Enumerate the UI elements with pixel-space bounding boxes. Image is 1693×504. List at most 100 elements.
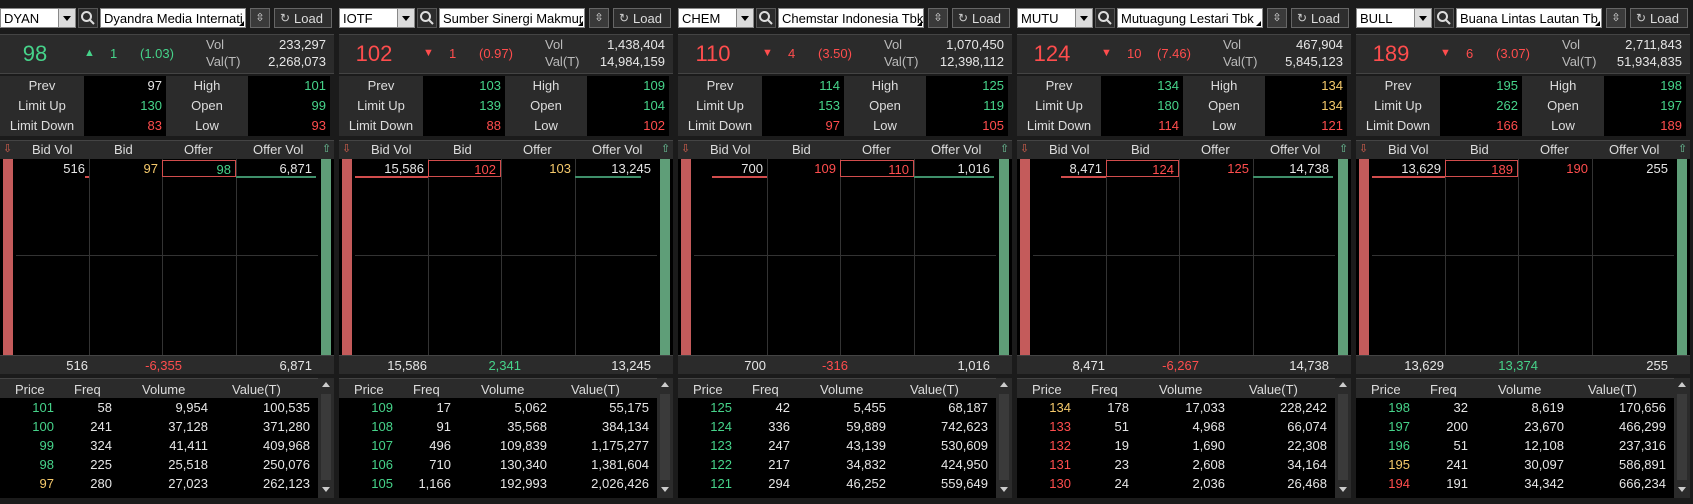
sort-offer-icon[interactable]: ⇧ <box>1339 143 1349 155</box>
trade-scrollbar[interactable] <box>318 378 334 498</box>
trade-row[interactable]: 132 19 1,690 22,308 <box>1049 438 1327 453</box>
trade-scrollbar[interactable] <box>996 378 1012 498</box>
trade-row[interactable]: 122 217 34,832 424,950 <box>710 457 988 472</box>
bid-vol-cell[interactable]: 8,471 <box>1069 161 1102 176</box>
stock-code-select[interactable]: DYAN <box>0 8 76 28</box>
expand-collapse-button[interactable]: ⇳ <box>589 8 609 28</box>
trade-row[interactable]: 195 241 30,097 586,891 <box>1388 457 1666 472</box>
scroll-track[interactable] <box>1677 394 1687 480</box>
scroll-track[interactable] <box>999 394 1009 480</box>
volume-col-header[interactable]: Volume <box>820 382 864 397</box>
company-name-field[interactable]: Buana Lintas Lautan Tb <box>1456 8 1602 28</box>
trade-row[interactable]: 106 710 130,340 1,381,604 <box>371 457 649 472</box>
scroll-down-icon[interactable] <box>322 487 330 492</box>
volume-col-header[interactable]: Volume <box>142 382 186 397</box>
offer-price-cell[interactable]: 190 <box>1566 161 1588 176</box>
search-button[interactable] <box>1434 8 1454 28</box>
search-button[interactable] <box>78 8 98 28</box>
expand-collapse-button[interactable]: ⇳ <box>928 8 948 28</box>
scroll-up-icon[interactable] <box>1000 382 1008 387</box>
volume-col-header[interactable]: Volume <box>1159 382 1203 397</box>
offer-vol-cell[interactable]: 6,871 <box>279 161 312 176</box>
trade-scrollbar[interactable] <box>1674 378 1690 498</box>
search-button[interactable] <box>756 8 776 28</box>
scroll-track[interactable] <box>321 394 331 480</box>
scroll-up-icon[interactable] <box>1678 382 1686 387</box>
load-button[interactable]: ↻ Load <box>1291 8 1349 28</box>
volume-col-header[interactable]: Volume <box>481 382 525 397</box>
chevron-down-icon[interactable] <box>1414 9 1431 27</box>
sort-offer-icon[interactable]: ⇧ <box>1000 143 1010 155</box>
value-col-header[interactable]: Value(T) <box>1588 382 1637 397</box>
expand-collapse-button[interactable]: ⇳ <box>1267 8 1287 28</box>
stock-code-select[interactable]: BULL <box>1356 8 1432 28</box>
trade-row[interactable]: 197 200 23,670 466,299 <box>1388 419 1666 434</box>
scroll-up-icon[interactable] <box>661 382 669 387</box>
trade-scrollbar[interactable] <box>657 378 673 498</box>
trade-row[interactable]: 121 294 46,252 559,649 <box>710 476 988 491</box>
load-button[interactable]: ↻ Load <box>613 8 671 28</box>
bid-price-cell[interactable]: 124 <box>1106 160 1179 177</box>
trade-row[interactable]: 98 225 25,518 250,076 <box>39 457 310 472</box>
company-name-field[interactable]: Dyandra Media Internati <box>100 8 246 28</box>
stock-code-select[interactable]: IOTF <box>339 8 415 28</box>
offer-vol-cell[interactable]: 14,738 <box>1289 161 1329 176</box>
load-button[interactable]: ↻ Load <box>952 8 1010 28</box>
trade-row[interactable]: 107 496 109,839 1,175,277 <box>371 438 649 453</box>
load-button[interactable]: ↻ Load <box>1630 8 1688 28</box>
bid-vol-cell[interactable]: 15,586 <box>384 161 424 176</box>
volume-col-header[interactable]: Volume <box>1498 382 1542 397</box>
stock-code-select[interactable]: CHEM <box>678 8 754 28</box>
trade-row[interactable]: 97 280 27,023 262,123 <box>39 476 310 491</box>
company-name-field[interactable]: Chemstar Indonesia Tbk <box>778 8 924 28</box>
price-col-header[interactable]: Price <box>693 382 723 397</box>
scroll-up-icon[interactable] <box>322 382 330 387</box>
value-col-header[interactable]: Value(T) <box>910 382 959 397</box>
offer-vol-cell[interactable]: 13,245 <box>611 161 651 176</box>
chevron-down-icon[interactable] <box>1075 9 1092 27</box>
sort-bid-icon[interactable]: ⇩ <box>342 143 352 155</box>
bid-vol-cell[interactable]: 516 <box>63 161 85 176</box>
freq-col-header[interactable]: Freq <box>1430 382 1457 397</box>
trade-row[interactable]: 105 1,166 192,993 2,026,426 <box>371 476 649 491</box>
sort-bid-icon[interactable]: ⇩ <box>1020 143 1030 155</box>
sort-offer-icon[interactable]: ⇧ <box>661 143 671 155</box>
scroll-up-icon[interactable] <box>1339 382 1347 387</box>
freq-col-header[interactable]: Freq <box>1091 382 1118 397</box>
price-col-header[interactable]: Price <box>1032 382 1062 397</box>
expand-collapse-button[interactable]: ⇳ <box>1606 8 1626 28</box>
trade-row[interactable]: 123 247 43,139 530,609 <box>710 438 988 453</box>
offer-price-cell[interactable]: 125 <box>1227 161 1249 176</box>
scroll-down-icon[interactable] <box>1000 487 1008 492</box>
trade-row[interactable]: 101 58 9,954 100,535 <box>32 400 310 415</box>
trade-row[interactable]: 124 336 59,889 742,623 <box>710 419 988 434</box>
trade-row[interactable]: 131 23 2,608 34,164 <box>1049 457 1327 472</box>
offer-price-cell[interactable]: 110 <box>840 160 914 177</box>
trade-row[interactable]: 194 191 34,342 666,234 <box>1388 476 1666 491</box>
bid-vol-cell[interactable]: 13,629 <box>1401 161 1441 176</box>
trade-row[interactable]: 99 324 41,411 409,968 <box>39 438 310 453</box>
scroll-track[interactable] <box>660 394 670 480</box>
bid-price-cell[interactable]: 97 <box>143 161 158 176</box>
value-col-header[interactable]: Value(T) <box>571 382 620 397</box>
bid-price-cell[interactable]: 109 <box>814 161 836 176</box>
offer-price-cell[interactable]: 98 <box>162 160 236 177</box>
company-name-field[interactable]: Mutuagung Lestari Tbk <box>1117 8 1263 28</box>
sort-bid-icon[interactable]: ⇩ <box>3 143 13 155</box>
trade-row[interactable]: 125 42 5,455 68,187 <box>710 400 988 415</box>
trade-scrollbar[interactable] <box>1335 378 1351 498</box>
trade-row[interactable]: 100 241 37,128 371,280 <box>32 419 310 434</box>
search-button[interactable] <box>1095 8 1115 28</box>
offer-vol-cell[interactable]: 255 <box>1646 161 1668 176</box>
bid-price-cell[interactable]: 102 <box>428 160 501 177</box>
trade-row[interactable]: 109 17 5,062 55,175 <box>371 400 649 415</box>
bid-price-cell[interactable]: 189 <box>1445 160 1518 177</box>
scroll-down-icon[interactable] <box>1339 487 1347 492</box>
trade-row[interactable]: 133 51 4,968 66,074 <box>1049 419 1327 434</box>
offer-vol-cell[interactable]: 1,016 <box>957 161 990 176</box>
trade-row[interactable]: 108 91 35,568 384,134 <box>371 419 649 434</box>
trade-row[interactable]: 196 51 12,108 237,316 <box>1388 438 1666 453</box>
value-col-header[interactable]: Value(T) <box>232 382 281 397</box>
price-col-header[interactable]: Price <box>15 382 45 397</box>
value-col-header[interactable]: Value(T) <box>1249 382 1298 397</box>
